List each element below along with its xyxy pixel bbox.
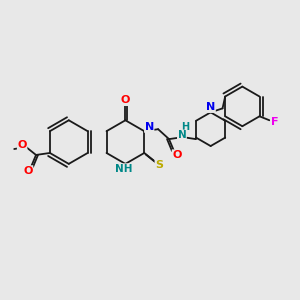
- Text: N: N: [206, 102, 215, 112]
- Text: H: H: [181, 122, 189, 132]
- Text: S: S: [155, 160, 163, 170]
- Text: N: N: [178, 130, 186, 140]
- Text: N: N: [145, 122, 154, 132]
- Text: O: O: [23, 166, 33, 176]
- Text: O: O: [172, 150, 182, 160]
- Text: NH: NH: [115, 164, 132, 174]
- Text: O: O: [17, 140, 27, 150]
- Text: O: O: [121, 95, 130, 106]
- Text: F: F: [271, 117, 278, 127]
